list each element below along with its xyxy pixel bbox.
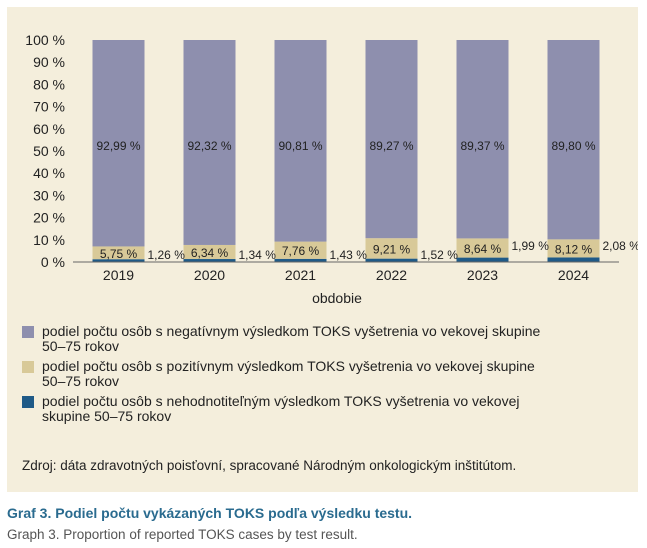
y-tick-label: 10 % [33,232,65,248]
bar-segment [274,40,327,242]
data-label: 92,32 % [187,139,231,153]
data-label: 1,43 % [330,248,368,262]
data-label: 8,12 % [555,242,593,256]
bar-segment [547,40,600,240]
source-note: Zdroj: dáta zdravotných poisťovní, sprac… [22,458,517,473]
y-tick-label: 60 % [33,121,65,137]
bar-segment [92,259,145,262]
x-tick-label: 2020 [194,267,225,283]
stacked-bar-chart: 0 % 10 % 20 % 30 % 40 % 50 % 60 % 70 % 80 % 90 % 1… [25,32,638,306]
x-tick-label: 2024 [558,267,589,283]
data-labels: 1,26 % 5,75 % 92,99 % 1,34 % 6,34 % 92,32 % 1,… [96,139,638,262]
y-tick-label: 50 % [33,143,65,159]
legend-swatch-unevaluable [22,396,34,408]
legend-item-positive: podiel počtu osôb s pozitívnym výsledkom… [22,359,622,389]
y-tick-label: 90 % [33,54,65,70]
legend-item-negative: podiel počtu osôb s negatívnym výsledkom… [22,324,622,354]
bar-segment [274,258,327,262]
data-label: 1,99 % [512,239,550,253]
y-tick-label: 100 % [25,32,65,48]
y-tick-label: 80 % [33,76,65,92]
bar-segment [365,258,418,262]
x-tick-label: 2021 [285,267,316,283]
y-tick-label: 30 % [33,187,65,203]
legend-item-unevaluable: podiel počtu osôb s nehodnotiteľným výsl… [22,394,622,424]
data-label: 90,81 % [278,139,322,153]
y-axis: 0 % 10 % 20 % 30 % 40 % 50 % 60 % 70 % 80 % 90 % 1… [25,32,65,270]
data-label: 7,76 % [282,244,320,258]
figure-caption: Graf 3. Podiel počtu vykázaných TOKS pod… [7,505,413,521]
y-tick-label: 70 % [33,99,65,115]
x-axis-title: obdobie [312,290,362,306]
x-tick-label: 2019 [103,267,134,283]
data-label: 1,34 % [239,248,277,262]
y-tick-label: 40 % [33,165,65,181]
x-tick-label: 2022 [376,267,407,283]
data-label: 89,27 % [369,139,413,153]
bar-segment [274,241,327,259]
data-label: 2,08 % [603,239,639,253]
data-label: 6,34 % [191,246,229,260]
legend-label-unevaluable: podiel počtu osôb s nehodnotiteľným výsl… [42,393,520,424]
legend-swatch-negative [22,326,34,338]
bar-segment [92,40,145,247]
data-label: 1,52 % [421,248,459,262]
data-label: 89,37 % [460,139,504,153]
data-label: 5,75 % [100,247,138,261]
data-label: 92,99 % [96,139,140,153]
y-tick-label: 0 % [41,254,65,270]
data-label: 1,26 % [148,248,186,262]
bar-segment [456,238,509,258]
data-label: 89,80 % [551,139,595,153]
x-tick-label: 2023 [467,267,498,283]
y-tick-label: 20 % [33,210,65,226]
legend-label-positive: podiel počtu osôb s pozitívnym výsledkom… [42,358,535,389]
legend-swatch-positive [22,361,34,373]
bar-segment [547,239,600,258]
data-label: 8,64 % [464,242,502,256]
bar-segment [183,40,236,245]
figure-caption-english: Graph 3. Proportion of reported TOKS cas… [7,527,358,542]
bar-segment [365,238,418,259]
bar-segment [547,257,600,262]
legend: podiel počtu osôb s negatívnym výsledkom… [22,324,622,429]
bar-segment [456,40,509,239]
bars [92,40,600,262]
data-label: 9,21 % [373,242,411,256]
bar-segment [92,246,145,260]
legend-label-negative: podiel počtu osôb s negatívnym výsledkom… [42,323,541,354]
bar-segment [456,257,509,262]
bar-segment [183,259,236,262]
x-axis: 2019 2020 2021 2022 2023 2024 [73,261,619,283]
bar-segment [365,40,418,239]
chart-panel: 0 % 10 % 20 % 30 % 40 % 50 % 60 % 70 % 80 % 90 % 1… [7,7,638,492]
bar-segment [183,244,236,260]
